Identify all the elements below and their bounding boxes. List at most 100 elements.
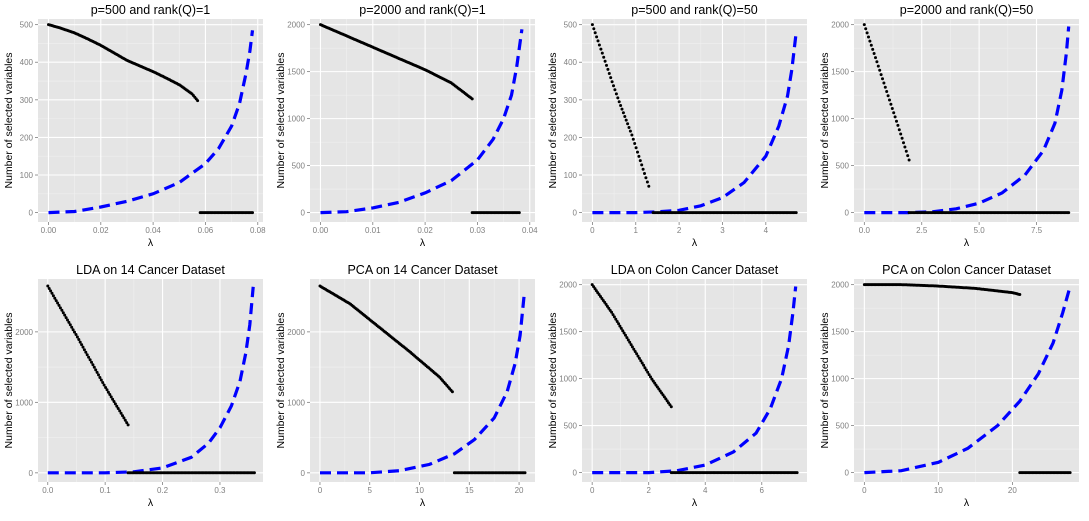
x-tick-label: 5 bbox=[368, 486, 373, 495]
dashed-series-line bbox=[320, 296, 526, 475]
data-point bbox=[63, 313, 67, 317]
plot-background bbox=[582, 279, 807, 482]
x-tick-label: 0.1 bbox=[100, 486, 112, 495]
data-point bbox=[640, 361, 644, 365]
data-point bbox=[640, 163, 644, 167]
x-tick-label: 2 bbox=[677, 226, 682, 235]
data-point bbox=[105, 388, 109, 392]
dashed-series-line bbox=[592, 286, 798, 475]
x-tick-label: 7.5 bbox=[1031, 226, 1043, 235]
chart-title: p=500 and rank(Q)=50 bbox=[631, 3, 758, 17]
data-point bbox=[70, 325, 74, 329]
data-point bbox=[865, 31, 869, 35]
data-point bbox=[904, 149, 908, 153]
x-tick-label: 4 bbox=[703, 486, 708, 495]
data-point bbox=[596, 39, 600, 43]
x-tick-label: 3 bbox=[720, 226, 725, 235]
chart-svg: 0 5 10 15 20 0 1000 2000 PCA on 14 Cancer Datase… bbox=[275, 263, 535, 509]
data-point bbox=[590, 23, 594, 27]
x-tick-label: 0 bbox=[318, 486, 323, 495]
x-tick-label: 10 bbox=[415, 486, 424, 495]
chart-panel-3: 0 1 2 3 4 0 100 200 300 400 500 p=500 and rank(Q)=5… bbox=[544, 0, 816, 260]
data-point bbox=[876, 64, 880, 68]
data-point bbox=[77, 338, 81, 341]
y-tick-label: 100 bbox=[20, 171, 34, 180]
y-axis-label: Number of selected variables bbox=[3, 53, 15, 189]
data-point bbox=[906, 154, 910, 158]
data-point bbox=[106, 390, 110, 394]
data-point bbox=[643, 172, 646, 175]
data-point bbox=[626, 338, 630, 342]
data-point bbox=[593, 31, 597, 35]
data-point bbox=[624, 118, 628, 122]
data-point bbox=[595, 35, 599, 39]
data-point bbox=[66, 318, 69, 322]
data-point bbox=[67, 320, 71, 324]
chart-title: PCA on Colon Cancer Dataset bbox=[882, 263, 1051, 277]
y-tick-label: 1000 bbox=[287, 115, 305, 124]
x-tick-label: 0.3 bbox=[214, 486, 226, 495]
data-point bbox=[1018, 293, 1022, 296]
y-tick-label: 1500 bbox=[559, 328, 577, 337]
data-point bbox=[73, 330, 76, 334]
data-point bbox=[881, 77, 884, 81]
y-tick-label: 1000 bbox=[559, 375, 577, 384]
x-axis-label: λ bbox=[420, 237, 426, 249]
data-point bbox=[97, 373, 100, 377]
dashed-series-line bbox=[864, 286, 1072, 475]
x-tick-label: 0.06 bbox=[198, 226, 214, 235]
y-tick-label: 0 bbox=[29, 209, 34, 218]
chart-svg: 0.0 0.1 0.2 0.3 0 1000 2000 LDA on 14 Cancer Da… bbox=[3, 263, 263, 509]
data-point bbox=[602, 55, 606, 59]
x-tick-label: 0.02 bbox=[93, 226, 109, 235]
data-point bbox=[606, 67, 610, 71]
data-point bbox=[626, 122, 630, 126]
data-point bbox=[599, 47, 603, 51]
data-point bbox=[104, 386, 108, 389]
y-tick-label: 0 bbox=[573, 209, 578, 218]
y-axis-label: Number of selected variables bbox=[275, 53, 287, 189]
data-point bbox=[627, 126, 631, 129]
data-point bbox=[60, 308, 64, 312]
data-point bbox=[611, 313, 615, 317]
data-point bbox=[102, 383, 106, 387]
x-axis-label: λ bbox=[148, 497, 154, 509]
data-point bbox=[610, 80, 614, 84]
data-point bbox=[81, 345, 85, 349]
x-tick-label: 0 bbox=[590, 486, 595, 495]
data-point bbox=[523, 471, 527, 475]
chart-svg: 0.0 2.5 5.0 7.5 0 500 1000 1500 2000 p=2000 and r… bbox=[819, 3, 1079, 249]
y-tick-label: 1000 bbox=[831, 115, 849, 124]
data-point bbox=[47, 287, 51, 290]
y-tick-label: 0 bbox=[845, 209, 850, 218]
data-point bbox=[84, 350, 88, 354]
y-tick-label: 1500 bbox=[831, 68, 849, 77]
y-tick-label: 500 bbox=[564, 21, 578, 30]
data-point bbox=[636, 354, 640, 358]
data-point bbox=[889, 102, 893, 106]
data-point bbox=[74, 333, 78, 336]
data-point bbox=[795, 471, 799, 475]
data-point bbox=[619, 104, 623, 107]
y-tick-label: 1000 bbox=[15, 398, 33, 407]
chart-panel-1: 0.00 0.02 0.04 0.06 0.08 0 100 200 300 400 500 p=50… bbox=[0, 0, 272, 260]
data-point bbox=[635, 352, 639, 356]
data-point bbox=[902, 141, 905, 145]
x-tick-label: 0.08 bbox=[250, 226, 266, 235]
data-point bbox=[872, 52, 876, 55]
data-point bbox=[252, 471, 256, 475]
data-point bbox=[896, 123, 900, 127]
data-point bbox=[95, 370, 99, 374]
data-point bbox=[87, 355, 91, 359]
data-point bbox=[631, 137, 635, 141]
data-point bbox=[890, 107, 894, 110]
data-point bbox=[794, 211, 798, 215]
data-point bbox=[1068, 471, 1072, 475]
y-axis-label: Number of selected variables bbox=[3, 313, 15, 449]
y-tick-label: 0 bbox=[845, 469, 850, 478]
data-point bbox=[638, 159, 642, 163]
plot-background bbox=[38, 19, 263, 222]
y-tick-label: 2000 bbox=[831, 21, 849, 30]
data-point bbox=[98, 376, 102, 379]
data-point bbox=[633, 142, 637, 145]
